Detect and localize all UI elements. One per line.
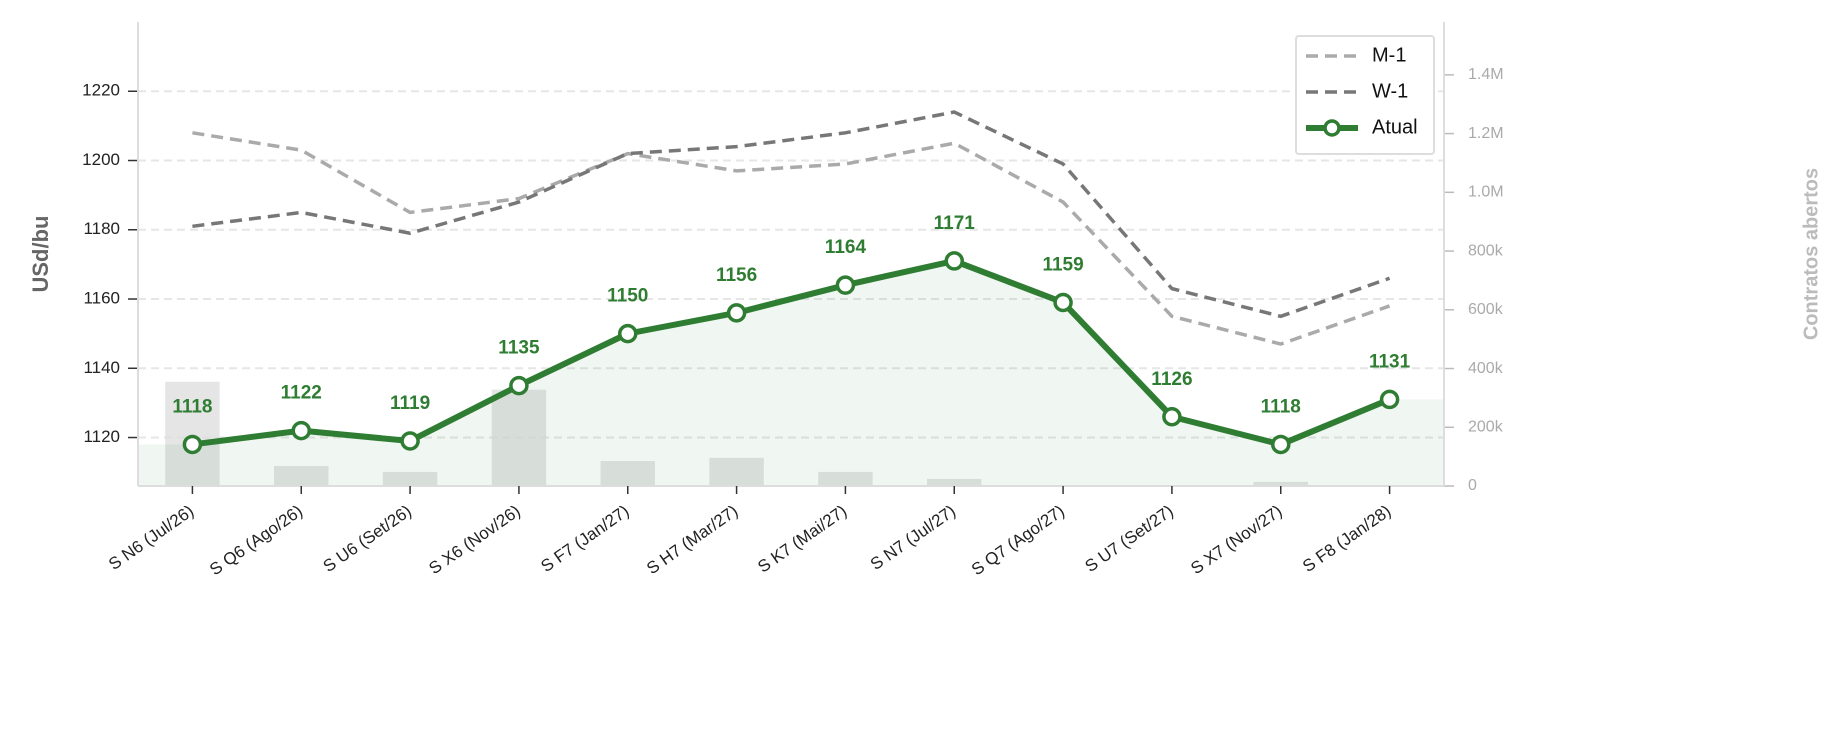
x-tick-label: S F7 (Jan/27) xyxy=(537,501,632,576)
marker xyxy=(726,303,747,323)
marker xyxy=(509,375,529,396)
data-label: 1118 xyxy=(172,396,212,417)
y-tick-label: 1200 xyxy=(82,150,120,169)
x-tick-label: S Q6 (Ago/26) xyxy=(206,501,306,579)
y2-tick-label: 800k xyxy=(1468,242,1504,259)
open-interest-bar xyxy=(382,471,438,486)
open-interest-bar xyxy=(927,478,982,486)
x-tick-label: S X6 (Nov/26) xyxy=(425,501,523,578)
marker xyxy=(1162,406,1182,427)
open-interest-bar xyxy=(709,457,764,486)
legend-label: M-1 xyxy=(1372,44,1406,66)
y2-tick-label: 1.2M xyxy=(1468,125,1504,142)
y-tick-label: 1220 xyxy=(82,81,120,100)
data-label: 1126 xyxy=(1151,369,1192,390)
open-interest-bar xyxy=(1253,481,1308,486)
y-tick-label: 1140 xyxy=(83,358,120,377)
x-tick-label: S K7 (Mai/27) xyxy=(754,501,850,576)
data-label: 1159 xyxy=(1042,254,1083,275)
open-interest-bar xyxy=(600,461,655,486)
legend-label: W-1 xyxy=(1372,80,1408,102)
legend-marker xyxy=(1323,119,1341,137)
open-interest-bar xyxy=(165,381,220,486)
y-tick-label: 1160 xyxy=(83,288,120,307)
marker xyxy=(618,323,638,344)
data-label: 1150 xyxy=(607,286,648,307)
area-fill xyxy=(138,260,1444,486)
marker xyxy=(944,251,964,271)
marker xyxy=(1379,389,1400,410)
x-tick-label: S U7 (Set/27) xyxy=(1082,501,1177,576)
series-line xyxy=(192,110,1391,319)
x-tick-label: S H7 (Mar/27) xyxy=(643,501,741,578)
marker xyxy=(1271,434,1291,455)
data-label: 1122 xyxy=(281,383,322,404)
data-label: 1131 xyxy=(1369,351,1411,372)
y2-axis-label: Contratos abertos xyxy=(1800,168,1822,340)
y2-tick-label: 600k xyxy=(1468,301,1504,318)
open-interest-bar xyxy=(491,389,547,486)
data-label: 1135 xyxy=(498,338,540,359)
open-interest-bar xyxy=(818,471,873,486)
data-label: 1164 xyxy=(825,237,867,258)
y-tick-label: 1120 xyxy=(83,427,120,446)
x-tick-label: S Q7 (Ago/27) xyxy=(968,501,1068,579)
y2-tick-label: 200k xyxy=(1468,418,1504,435)
series-line xyxy=(192,257,1391,448)
marker xyxy=(291,420,311,441)
y-tick-label: 1180 xyxy=(83,219,120,238)
x-tick-label: S N6 (Jul/26) xyxy=(105,501,197,573)
series-line xyxy=(192,131,1391,346)
data-label: 1156 xyxy=(716,265,757,286)
x-tick-label: S U6 (Set/26) xyxy=(320,501,415,576)
data-label: 1118 xyxy=(1261,396,1301,417)
marker xyxy=(1053,292,1073,313)
data-label: 1119 xyxy=(390,393,430,414)
y2-tick-label: 1.4M xyxy=(1468,66,1504,83)
y2-tick-label: 1.0M xyxy=(1468,184,1504,201)
marker xyxy=(400,431,420,451)
y2-tick-label: 0 xyxy=(1468,477,1477,494)
x-tick-label: S X7 (Nov/27) xyxy=(1187,501,1285,578)
data-label: 1171 xyxy=(934,213,976,234)
x-tick-label: S F8 (Jan/28) xyxy=(1299,501,1394,576)
y2-tick-label: 400k xyxy=(1468,360,1504,377)
marker xyxy=(182,434,203,455)
x-tick-label: S N7 (Jul/27) xyxy=(867,501,959,573)
marker xyxy=(835,275,856,295)
y-axis-label: USd/bu xyxy=(28,216,53,293)
legend-label: Atual xyxy=(1372,116,1418,138)
open-interest-bar xyxy=(274,466,329,486)
